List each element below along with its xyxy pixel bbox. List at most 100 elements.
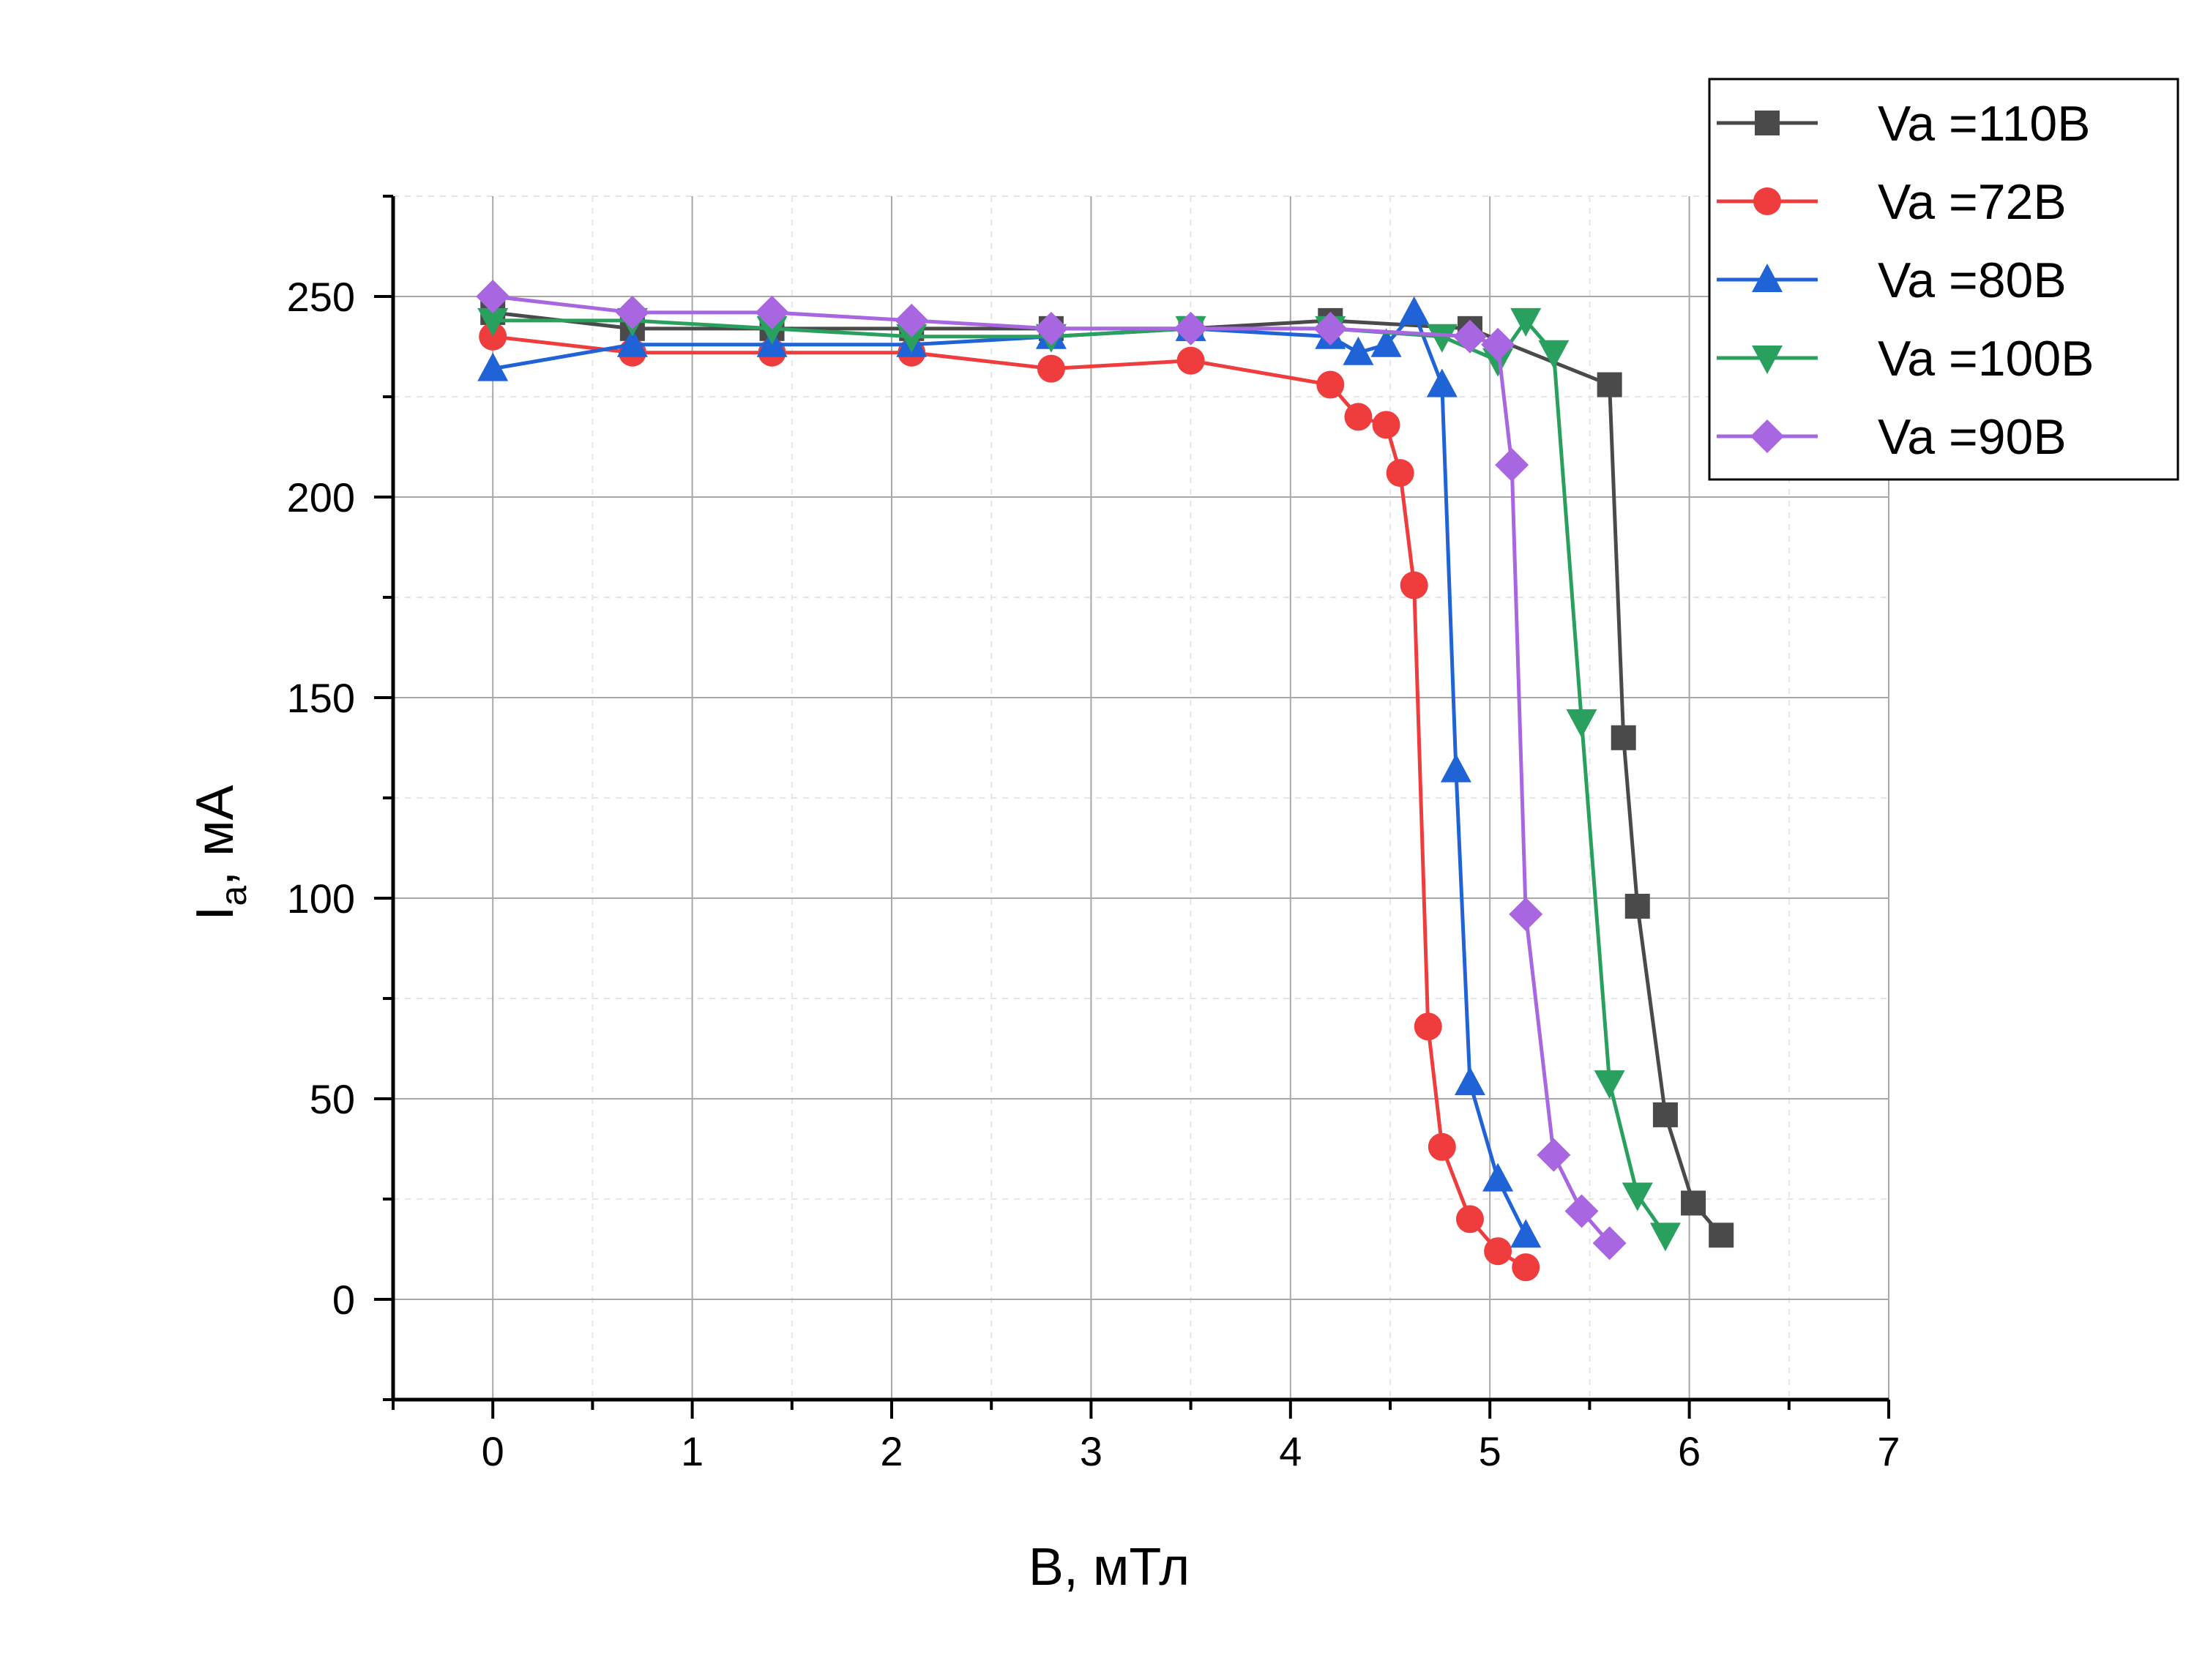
legend-label: Va =90В: [1878, 409, 2067, 465]
data-point: [1597, 372, 1622, 397]
data-point: [1174, 311, 1208, 346]
grid: [392, 195, 1889, 1400]
series-line: [492, 310, 1528, 1236]
data-point: [1484, 1237, 1512, 1266]
data-point: [615, 295, 649, 329]
data-point: [1652, 1102, 1678, 1127]
data-point: [1481, 327, 1515, 362]
legend-item: Va =90В: [1717, 409, 2067, 465]
x-tick-label: 3: [1080, 1428, 1102, 1474]
data-point: [1681, 1190, 1706, 1216]
data-point: [1510, 307, 1542, 337]
x-tick-label: 1: [681, 1428, 704, 1474]
legend-marker: [1752, 264, 1783, 292]
data-point: [1176, 346, 1205, 375]
data-point: [755, 295, 789, 329]
legend-label: Va =110В: [1878, 96, 2091, 152]
series-4: [477, 307, 1681, 1252]
data-point: [1343, 336, 1374, 365]
y-axis-title-sub: a: [213, 886, 254, 906]
data-point: [1316, 370, 1345, 399]
data-point: [1538, 340, 1570, 369]
data-point: [1398, 296, 1430, 325]
data-point: [1372, 411, 1400, 439]
data-point: [1482, 348, 1514, 377]
y-axis-title: Ia, мА: [186, 785, 254, 920]
plot-area: [476, 280, 1734, 1282]
data-point: [616, 328, 648, 357]
data-point: [1455, 1205, 1484, 1233]
data-point: [1592, 1226, 1627, 1261]
x-tick-label: 4: [1279, 1428, 1302, 1474]
x-tick-label: 7: [1877, 1428, 1900, 1474]
data-point: [895, 303, 929, 337]
y-tick-label: 50: [310, 1076, 355, 1122]
y-tick-label: 0: [332, 1277, 355, 1323]
series-3: [477, 296, 1542, 1248]
legend-marker: [1755, 111, 1780, 135]
y-tick-label: 250: [287, 274, 355, 320]
data-point: [756, 316, 788, 345]
legend-marker: [1752, 346, 1783, 374]
data-point: [1611, 725, 1636, 750]
series-5: [476, 280, 1627, 1261]
data-point: [1452, 319, 1487, 354]
series-2: [479, 322, 1540, 1282]
data-point: [1400, 571, 1428, 600]
y-axis-title-rest: , мА: [186, 785, 245, 886]
series-line: [492, 294, 1611, 1244]
data-point: [476, 280, 510, 313]
legend-item: Va =100В: [1717, 331, 2094, 387]
data-point: [896, 324, 928, 353]
data-point: [1510, 1219, 1542, 1248]
data-point: [477, 352, 509, 381]
data-point: [1426, 324, 1458, 353]
legend-label: Va =72В: [1878, 174, 2067, 230]
legend: Va =110В Va =72В Va =80В Va =100В Va =90В: [1708, 78, 2179, 481]
x-tick-label: 5: [1479, 1428, 1501, 1474]
data-point: [1344, 403, 1373, 431]
axes: 0 1 2 3 4 5 6 7 0 50 100 150 200 250: [287, 195, 1900, 1474]
data-point: [1649, 1222, 1681, 1252]
legend-label: Va =80В: [1878, 253, 2067, 308]
x-tick-label: 2: [880, 1428, 903, 1474]
y-tick-label: 200: [287, 474, 355, 520]
data-point: [1426, 368, 1458, 397]
data-point: [1709, 1222, 1734, 1248]
legend-item: Va =80В: [1717, 253, 2067, 308]
series-1: [480, 299, 1734, 1248]
data-point: [477, 307, 509, 337]
data-point: [1594, 1070, 1625, 1100]
data-point: [1313, 311, 1348, 346]
data-point: [1414, 1012, 1442, 1041]
y-axis-title-main: I: [186, 906, 245, 921]
legend-marker: [1753, 187, 1781, 215]
legend-item: Va =72В: [1717, 174, 2067, 230]
data-point: [1034, 311, 1068, 346]
legend-marker: [1750, 419, 1784, 453]
data-point: [1509, 897, 1543, 931]
data-point: [1495, 448, 1529, 482]
y-tick-label: 100: [287, 876, 355, 922]
x-tick-label: 0: [482, 1428, 504, 1474]
legend-item: Va =110В: [1717, 96, 2091, 152]
y-tick-label: 150: [287, 675, 355, 721]
series-line: [492, 310, 1723, 1236]
data-point: [1370, 328, 1402, 357]
data-point: [1440, 753, 1471, 783]
data-point: [1564, 1194, 1599, 1228]
axis-labels: B, мТл Ia, мА: [186, 785, 1190, 1597]
x-axis-title: B, мТл: [1029, 1538, 1190, 1597]
series-line: [492, 335, 1527, 1269]
data-point: [1624, 893, 1650, 919]
x-tick-label: 6: [1678, 1428, 1701, 1474]
legend-label: Va =100В: [1878, 331, 2094, 387]
data-point: [1566, 709, 1597, 738]
data-point: [1428, 1132, 1456, 1161]
data-point: [1482, 1162, 1514, 1192]
data-point: [1386, 459, 1414, 488]
data-point: [1622, 1182, 1653, 1212]
data-point: [1037, 354, 1065, 383]
data-point: [1512, 1253, 1540, 1282]
